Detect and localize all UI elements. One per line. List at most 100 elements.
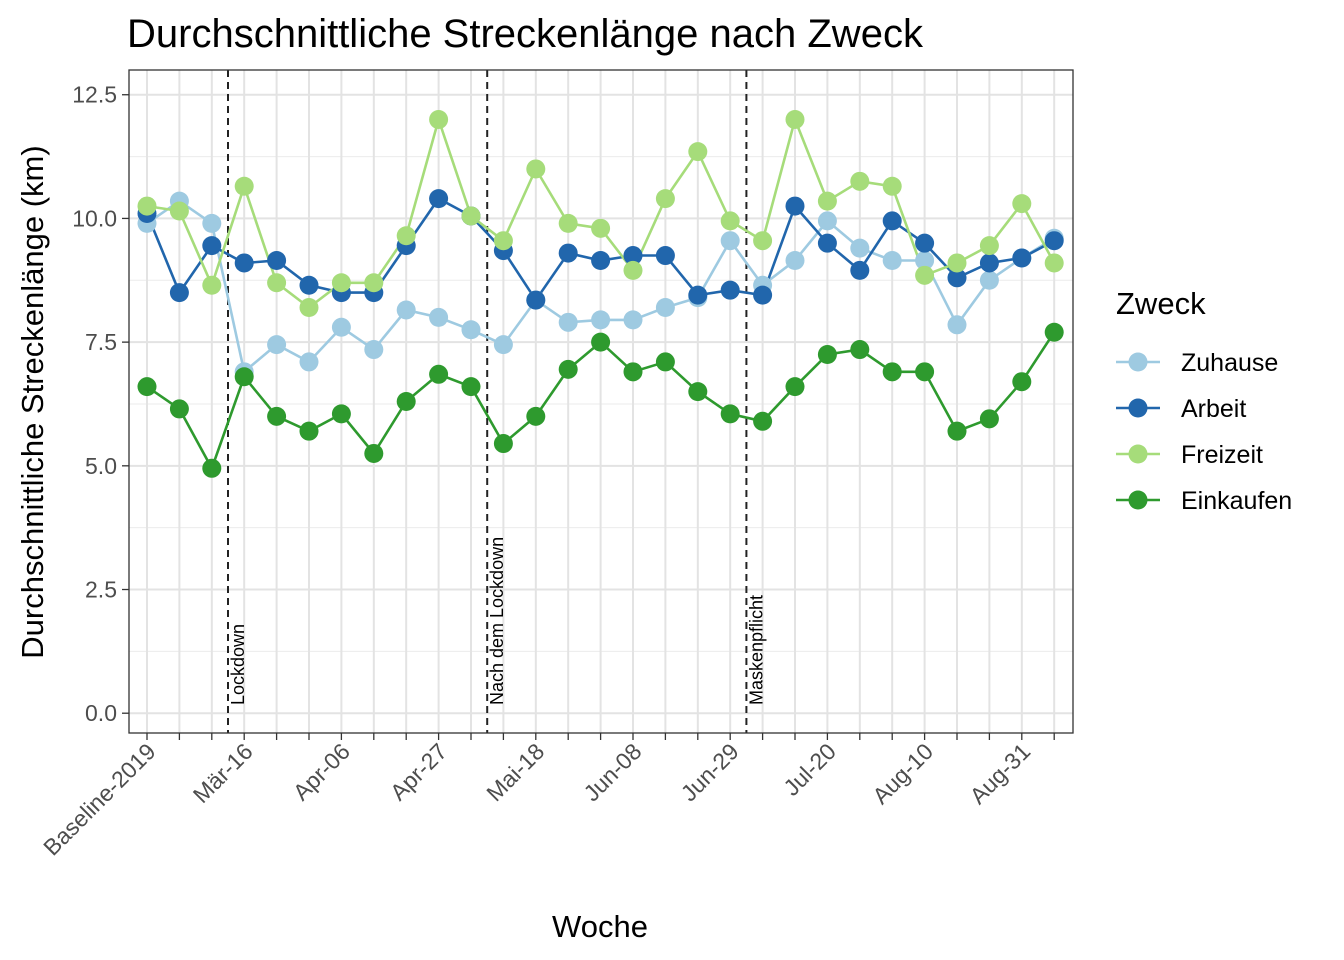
data-point-einkaufen <box>915 362 935 382</box>
annotation-label: Nach dem Lockdown <box>487 537 507 705</box>
legend: Zweck Zuhause Arbeit Freizeit Einkaufen <box>1116 286 1292 515</box>
data-point-zuhause <box>396 300 416 320</box>
data-point-zuhause <box>267 335 287 355</box>
data-point-einkaufen <box>364 443 384 463</box>
series-layer <box>137 109 1064 478</box>
y-axis: 0.0 2.5 5.0 7.5 10.0 12.5 <box>72 82 129 726</box>
data-point-freizeit <box>558 213 578 233</box>
data-point-arbeit <box>299 275 319 295</box>
data-point-zuhause <box>429 307 449 327</box>
data-point-einkaufen <box>267 406 287 426</box>
data-point-einkaufen <box>979 409 999 429</box>
data-point-arbeit <box>169 283 189 303</box>
data-point-freizeit <box>331 273 351 293</box>
data-point-einkaufen <box>947 421 967 441</box>
data-point-freizeit <box>493 231 513 251</box>
data-point-freizeit <box>720 211 740 231</box>
x-tick-label: Aug-31 <box>965 738 1036 809</box>
data-point-zuhause <box>817 211 837 231</box>
data-point-freizeit <box>396 226 416 246</box>
gridlines <box>129 70 1073 733</box>
data-point-einkaufen <box>850 340 870 360</box>
data-point-arbeit <box>591 250 611 270</box>
data-point-einkaufen <box>558 359 578 379</box>
data-point-einkaufen <box>1044 322 1064 342</box>
annotation-label: Lockdown <box>228 624 248 705</box>
data-point-einkaufen <box>429 364 449 384</box>
data-point-einkaufen <box>688 382 708 402</box>
annotation-lines: Lockdown Nach dem Lockdown Maskenpflicht <box>227 70 766 733</box>
data-point-einkaufen <box>655 352 675 372</box>
data-point-arbeit <box>267 250 287 270</box>
data-point-einkaufen <box>591 332 611 352</box>
x-tick-label: Mär-16 <box>188 738 258 808</box>
data-point-zuhause <box>331 317 351 337</box>
data-point-zuhause <box>947 315 967 335</box>
data-point-arbeit <box>429 189 449 209</box>
data-point-einkaufen <box>137 377 157 397</box>
x-tick-label: Jun-29 <box>676 738 744 806</box>
data-point-zuhause <box>850 238 870 258</box>
data-point-freizeit <box>882 176 902 196</box>
y-tick-label: 7.5 <box>85 329 117 355</box>
data-point-zuhause <box>202 213 222 233</box>
data-point-freizeit <box>817 191 837 211</box>
data-point-arbeit <box>526 290 546 310</box>
data-point-freizeit <box>267 273 287 293</box>
legend-label: Freizeit <box>1181 441 1263 469</box>
data-point-einkaufen <box>882 362 902 382</box>
data-point-einkaufen <box>396 392 416 411</box>
data-point-einkaufen <box>785 377 805 397</box>
data-point-zuhause <box>299 352 319 372</box>
data-point-arbeit <box>688 285 708 305</box>
legend-label: Zuhause <box>1181 349 1278 377</box>
data-point-einkaufen <box>234 367 254 387</box>
data-point-freizeit <box>915 265 935 285</box>
data-point-einkaufen <box>493 434 513 454</box>
y-axis-title: Durchschnittliche Streckenlänge (km) <box>15 145 50 658</box>
data-point-arbeit <box>785 196 805 216</box>
legend-key-point <box>1128 398 1148 418</box>
y-tick-label: 0.0 <box>85 700 117 726</box>
data-point-freizeit <box>1044 253 1064 273</box>
data-point-freizeit <box>979 236 999 256</box>
data-point-arbeit <box>915 233 935 253</box>
data-point-freizeit <box>785 109 805 129</box>
data-point-arbeit <box>234 253 254 273</box>
data-point-arbeit <box>202 236 222 256</box>
data-point-zuhause <box>493 335 513 355</box>
data-point-freizeit <box>429 109 449 129</box>
y-tick-label: 10.0 <box>72 205 117 231</box>
data-point-einkaufen <box>169 399 189 419</box>
data-point-einkaufen <box>202 458 222 478</box>
data-point-zuhause <box>979 270 999 290</box>
data-point-arbeit <box>655 246 675 266</box>
data-point-zuhause <box>364 340 384 360</box>
data-point-einkaufen <box>526 406 546 426</box>
data-point-freizeit <box>1012 194 1032 214</box>
data-point-arbeit <box>1012 248 1032 268</box>
data-point-arbeit <box>558 243 578 263</box>
x-tick-label: Baseline-2019 <box>38 738 160 860</box>
data-point-freizeit <box>655 189 675 209</box>
data-point-einkaufen <box>753 411 773 431</box>
x-tick-label: Apr-06 <box>288 738 355 805</box>
data-point-arbeit <box>1044 231 1064 251</box>
data-point-einkaufen <box>623 362 643 382</box>
data-point-zuhause <box>623 310 643 330</box>
data-point-arbeit <box>623 246 643 266</box>
data-point-freizeit <box>947 253 967 273</box>
data-point-zuhause <box>785 250 805 270</box>
data-point-einkaufen <box>720 404 740 424</box>
data-point-freizeit <box>688 142 708 162</box>
data-point-einkaufen <box>1012 372 1032 392</box>
data-point-zuhause <box>558 312 578 332</box>
data-point-freizeit <box>591 218 611 238</box>
data-point-arbeit <box>850 260 870 280</box>
data-point-freizeit <box>850 171 870 191</box>
legend-label: Arbeit <box>1181 395 1246 423</box>
data-point-zuhause <box>720 231 740 251</box>
data-point-freizeit <box>137 196 157 216</box>
data-point-einkaufen <box>331 404 351 424</box>
